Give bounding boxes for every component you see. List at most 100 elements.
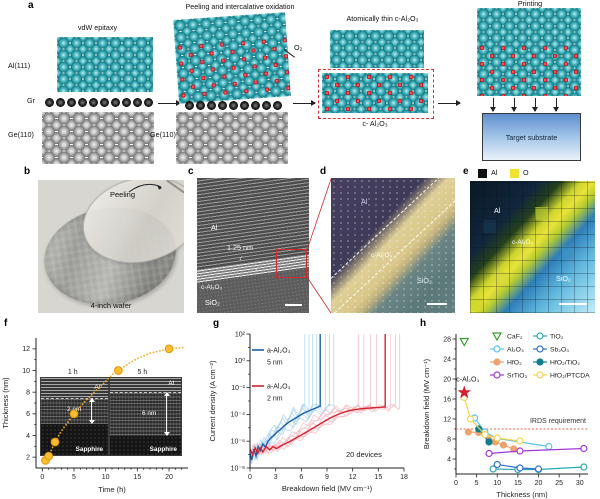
al-label: Al bbox=[211, 223, 218, 232]
al-texture bbox=[110, 378, 181, 392]
chart-text: 0 bbox=[248, 474, 252, 481]
eds-pixel bbox=[496, 272, 509, 285]
step3-title: Atomically thin c-Al₂O₃ bbox=[346, 14, 419, 23]
chart-text: CaF₂ bbox=[507, 334, 523, 341]
chart-text: 10⁰ bbox=[234, 357, 245, 365]
chart-text: 1 h bbox=[68, 369, 78, 376]
thickness-vs-time-chart: Al 2 nm Sapphire Al 6 nm Sapphire 0 5 10 15… bbox=[0, 326, 205, 499]
panel-label-d: d bbox=[320, 166, 327, 177]
marker-SrTiO₃ bbox=[580, 444, 588, 453]
chart-text: 4 bbox=[447, 456, 451, 463]
chart-text: Thickness (nm) bbox=[496, 490, 548, 499]
chart-text: Thickness (nm) bbox=[1, 377, 10, 429]
interface-dashed-line bbox=[331, 178, 455, 290]
panel-label-h: h bbox=[420, 318, 427, 329]
chart-text: 20 devices bbox=[346, 450, 382, 459]
series-line-TiO₂ bbox=[493, 466, 584, 471]
marker-HfO₂ bbox=[464, 428, 472, 436]
gr-label: Gr bbox=[27, 96, 35, 105]
main-curve bbox=[249, 334, 321, 461]
chart-text: SrTiO₃ bbox=[507, 373, 527, 380]
oxygen-dots bbox=[322, 73, 428, 113]
film-label: c-Al₂O₃ bbox=[371, 252, 393, 259]
al111-label: Al(111) bbox=[8, 61, 31, 70]
hrtem-image: Al c-Al₂O₃ SiO₂ bbox=[331, 178, 455, 313]
chart-text: 10⁻⁸ bbox=[231, 465, 245, 472]
data-point bbox=[164, 344, 174, 354]
data-point bbox=[113, 366, 123, 375]
sio2-label: SiO₂ bbox=[205, 298, 220, 307]
chart-text: 5 bbox=[475, 480, 479, 487]
marker-HfO₂/PTCDA bbox=[481, 430, 489, 439]
inset-thickness-label: 6 nm bbox=[142, 410, 157, 417]
chart-text: 0 bbox=[40, 474, 44, 481]
inset-al-label: Al bbox=[94, 384, 100, 391]
series-line-SrTiO₃ bbox=[488, 447, 584, 455]
chart-text: 20 bbox=[165, 474, 173, 481]
benchmark-chart: 0 5 10 15 20 25 30 4 8 12 16 20 24 28 Thickness (nm) Br… bbox=[420, 324, 600, 499]
chart-text: 2 nm bbox=[267, 396, 283, 403]
graphene-row-2 bbox=[184, 100, 284, 111]
data-point bbox=[50, 437, 60, 447]
c-al2o3-star bbox=[457, 385, 471, 399]
thickness-arrow-icon bbox=[89, 398, 95, 424]
deposition-arrow-icon bbox=[490, 98, 497, 112]
chart-text: Breakdown field (MV cm⁻¹) bbox=[422, 358, 431, 449]
marker-SrTiO₃ bbox=[493, 371, 501, 379]
process-arrow-icon bbox=[293, 100, 316, 107]
chart-text: Sb₂O₃ bbox=[550, 347, 569, 354]
scale-bar bbox=[285, 303, 302, 306]
chart-text: 5 bbox=[72, 474, 76, 481]
chart-path bbox=[43, 346, 186, 463]
ge110-lattice-2 bbox=[176, 112, 288, 164]
chart-text: Time (h) bbox=[98, 485, 126, 494]
tem-inset-5h: Al 6 nm Sapphire bbox=[109, 377, 182, 456]
chart-text: 25 bbox=[555, 480, 563, 487]
process-arrow-icon bbox=[438, 100, 461, 107]
sapphire-texture bbox=[110, 436, 181, 455]
marker-Sb₂O₃ bbox=[516, 464, 524, 472]
peeling-al-lattice bbox=[173, 12, 291, 104]
marker-SrTiO₃ bbox=[485, 449, 493, 458]
chart-text: 12 bbox=[22, 346, 30, 353]
panel-label-g: g bbox=[213, 318, 220, 329]
marker-HfO₂/TiO₂ bbox=[475, 425, 483, 433]
eds-pixel bbox=[535, 207, 548, 220]
marker-HfO₂/PTCDA bbox=[516, 437, 524, 445]
chart-text: 15 bbox=[374, 474, 382, 481]
oxygen-intercalation-dots bbox=[174, 36, 291, 102]
marker-HfO₂ bbox=[493, 358, 501, 366]
marker-TiO₂ bbox=[536, 332, 544, 340]
inset-substrate-label: Sapphire bbox=[149, 446, 177, 453]
al111-lattice bbox=[57, 37, 153, 92]
marker-Sb₂O₃ bbox=[493, 460, 501, 469]
tem-cross-section: Al 1.25 nm ↓ ↓ c-Al₂O₃ SiO₂ bbox=[197, 178, 309, 313]
marker-HfO₂/PTCDA bbox=[493, 434, 501, 442]
chart-text: c-Al₂O₃ bbox=[456, 377, 479, 384]
chart-text: 28 bbox=[443, 336, 451, 343]
deposition-arrow-icon bbox=[532, 98, 539, 112]
marker-CaF₂ bbox=[491, 332, 503, 342]
deposition-arrow-icon bbox=[511, 98, 518, 112]
chart-text: HfO₂/PTCDA bbox=[550, 373, 590, 380]
chart-text: a-Al₂O₃ bbox=[267, 348, 291, 355]
chart-text: 24 bbox=[443, 356, 451, 363]
data-point bbox=[44, 451, 54, 461]
al-legend-swatch bbox=[478, 169, 487, 178]
chart-g-svg: 0 3 6 9 12 15 18 10⁻⁸ 10⁻⁶ 10⁻⁴ 10⁻² 10⁰ 10² Breakdow… bbox=[208, 331, 408, 493]
sio2-label: SiO₂ bbox=[556, 274, 571, 283]
process-arrow-icon bbox=[158, 100, 181, 107]
marker-HfO₂/PTCDA bbox=[466, 415, 475, 423]
film-label: c-Al₂O₃ bbox=[201, 284, 223, 291]
deposition-arrow-icon bbox=[553, 98, 560, 112]
eds-pixel bbox=[470, 298, 483, 311]
peeling-label: Peeling bbox=[110, 190, 136, 199]
panel-label-a: a bbox=[28, 0, 34, 11]
roi-connector-lines bbox=[306, 178, 332, 314]
chart-text: 10 bbox=[493, 480, 501, 487]
panel-label-e: e bbox=[463, 166, 469, 177]
marker-HfO₂ bbox=[499, 441, 508, 449]
ge110-lattice bbox=[42, 112, 154, 164]
chart-text: Al₂O₃ bbox=[507, 347, 524, 354]
o2-label: O₂ bbox=[294, 43, 303, 52]
